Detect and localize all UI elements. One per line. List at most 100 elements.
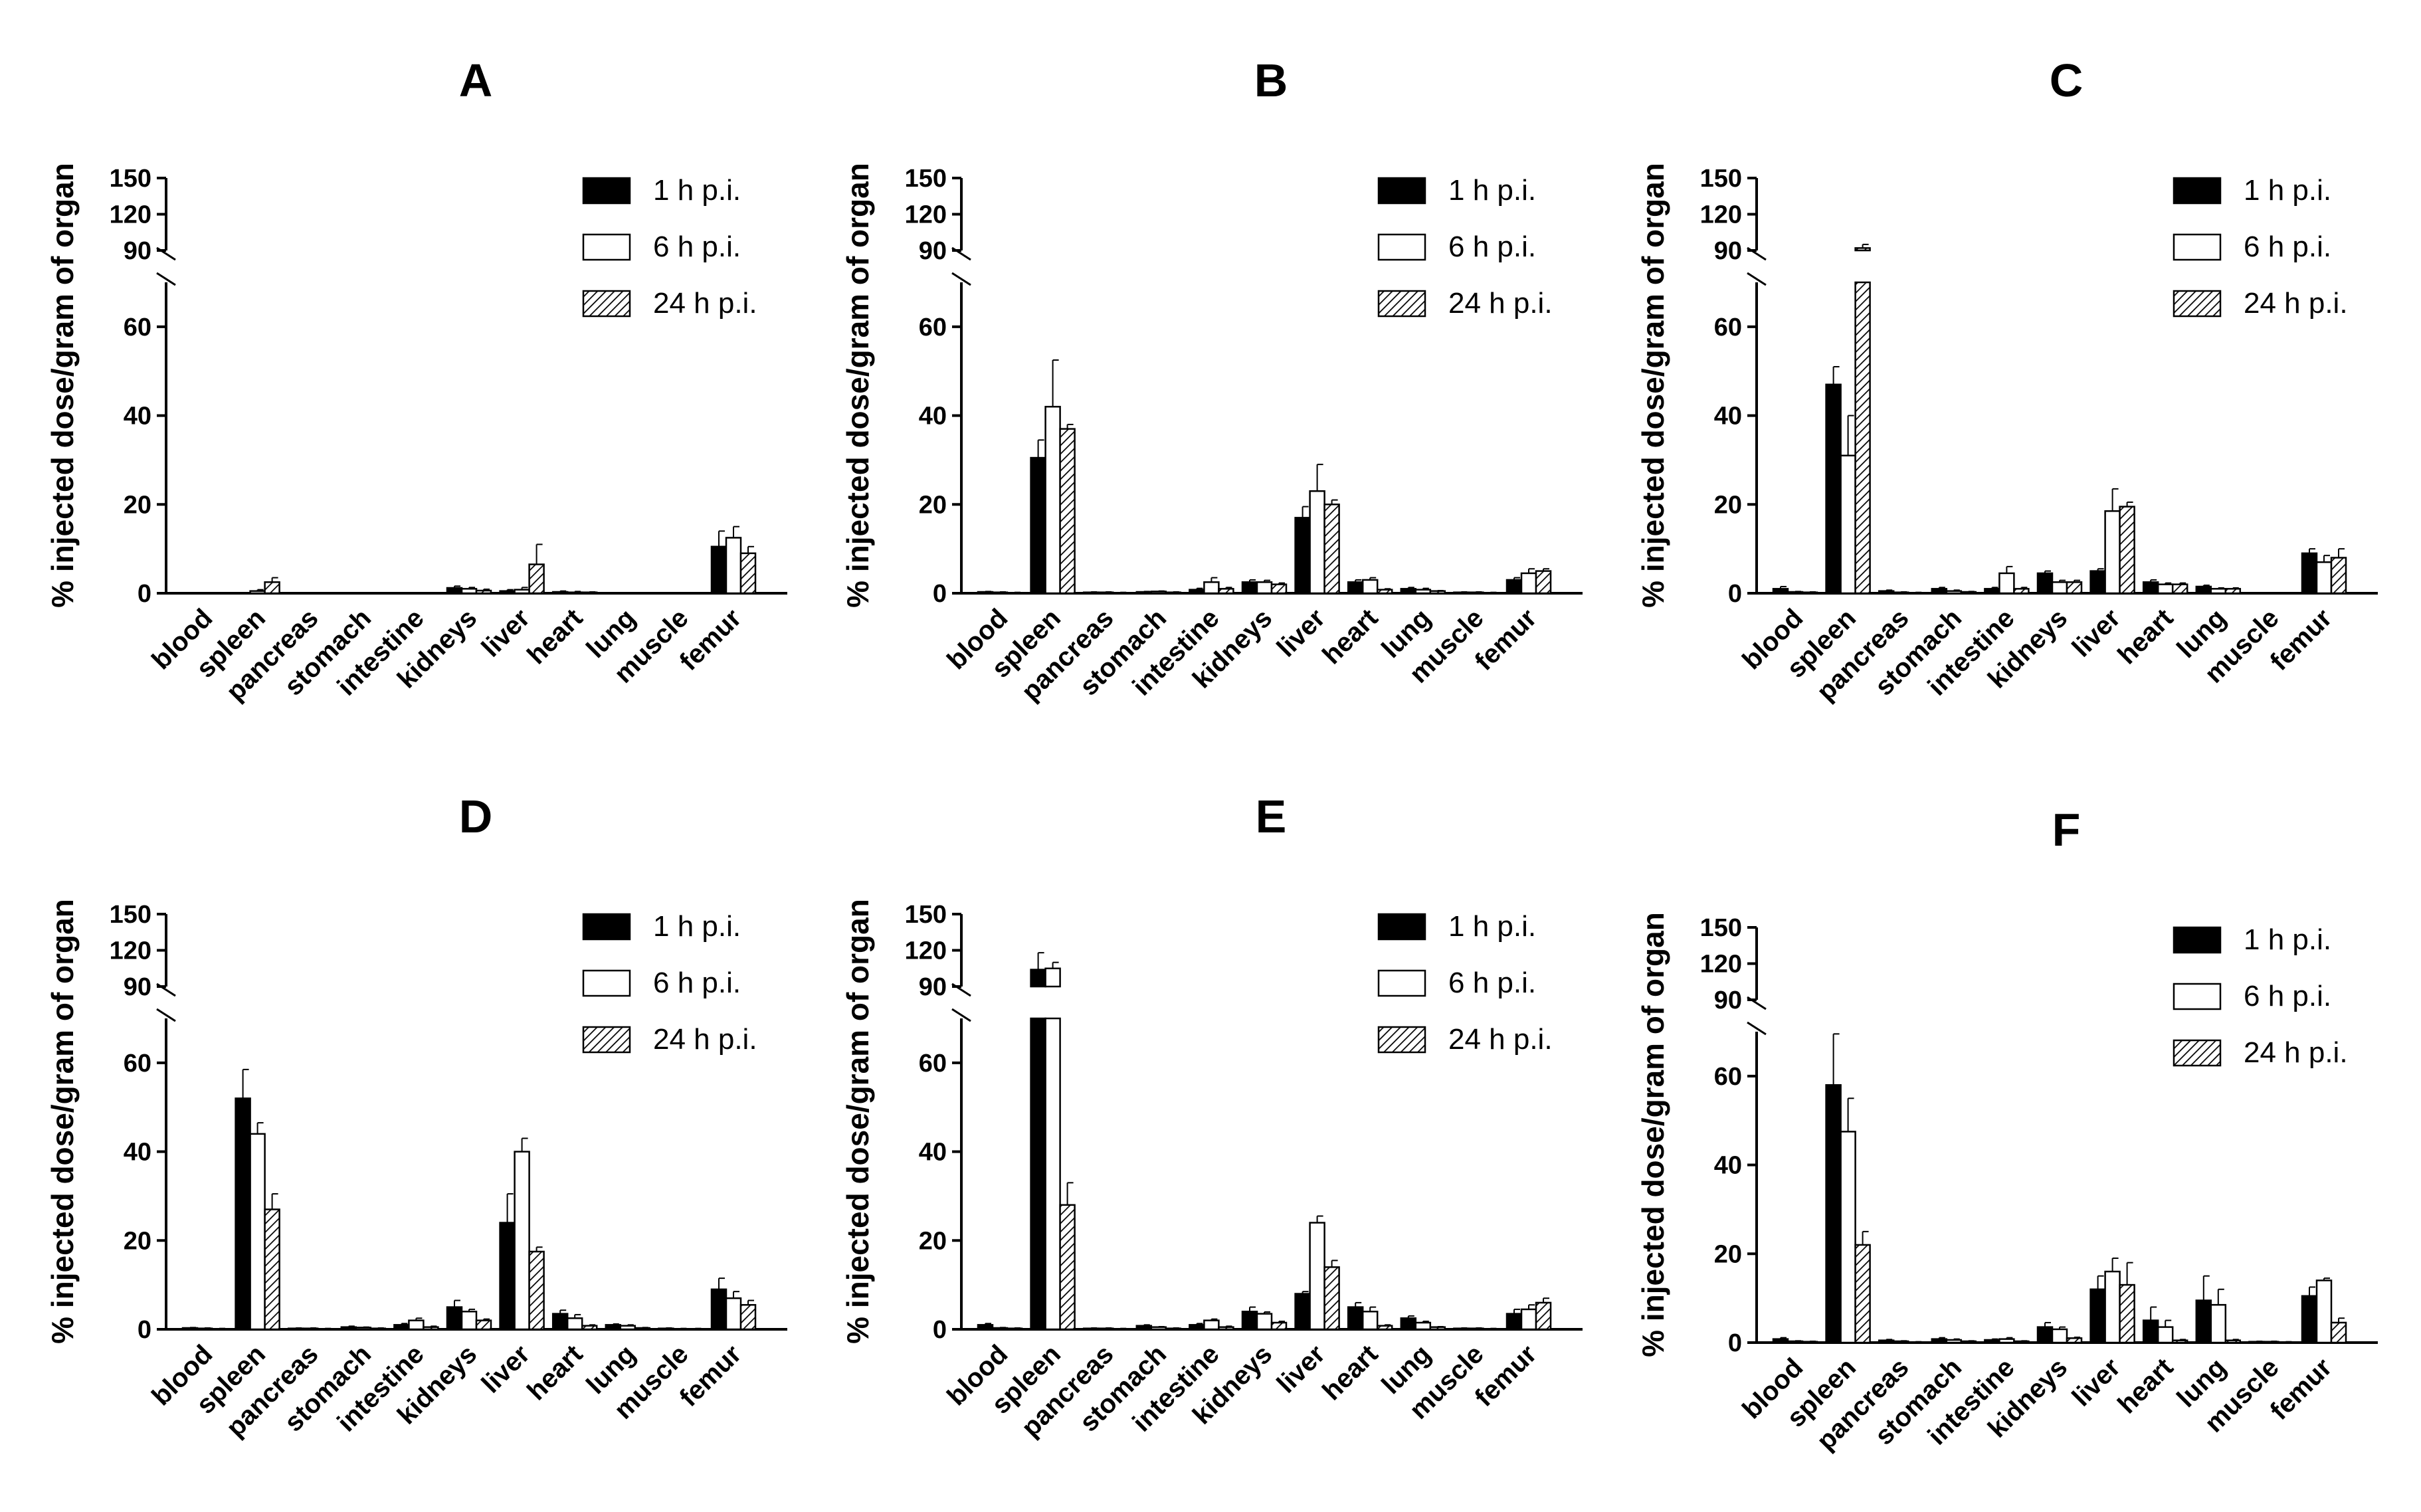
bar-heart-s0 (2142, 1319, 2159, 1344)
bar-upper-spleen-s1 (1044, 967, 1061, 988)
axis-break-mark (156, 1008, 176, 1022)
bar-stomach-s1 (1945, 1339, 1963, 1344)
y-axis-label: % injected dose/gram of organ (1636, 163, 1670, 608)
bar-pancreas-s0 (1878, 590, 1895, 595)
y-tick-label: 0 (1728, 580, 1742, 608)
y-tick-label: 90 (124, 237, 151, 265)
bar-spleen-s2 (1059, 1204, 1076, 1331)
bar-femur-s1 (725, 537, 742, 595)
panel-title: E (1256, 791, 1287, 842)
legend-swatch (582, 1026, 631, 1054)
bar-femur-s2 (739, 1303, 757, 1331)
bar-lung-s1 (619, 1325, 636, 1331)
bar-heart-s0 (1347, 1306, 1364, 1331)
panel-title: A (459, 54, 493, 106)
bar-femur-s2 (2330, 557, 2347, 595)
legend-swatch (1377, 177, 1426, 205)
legend-swatch (2173, 983, 2222, 1010)
legend-label: 24 h p.i. (2244, 1036, 2348, 1069)
bar-intestine-s0 (1189, 1324, 1205, 1331)
bar-heart-s1 (2157, 1326, 2174, 1344)
panel-title: F (2052, 804, 2081, 856)
y-tick-label: 120 (905, 201, 947, 229)
y-tick-label: 120 (110, 937, 151, 965)
bar-heart-s2 (2171, 1339, 2188, 1344)
y-tick-label: 20 (919, 1227, 947, 1255)
axis-break-mark (1747, 272, 1767, 286)
bar-heart-s2 (1376, 589, 1393, 595)
bar-liver-s2 (1323, 1266, 1340, 1331)
y-tick-label: 60 (1714, 1063, 1742, 1091)
bar-heart-s1 (1361, 1311, 1379, 1331)
bar-femur-s0 (2301, 552, 2318, 595)
y-tick-label: 40 (1714, 403, 1742, 430)
x-tick-label: heart (522, 1339, 588, 1406)
bar-intestine-s1 (1998, 572, 2015, 595)
bar-femur-s2 (739, 552, 757, 595)
legend-label: 1 h p.i. (2244, 174, 2331, 207)
axis-break-mark (156, 272, 176, 286)
legend-swatch (1377, 290, 1426, 318)
bar-kidneys-s1 (460, 588, 478, 595)
bar-spleen-s2 (264, 581, 280, 595)
bar-pancreas-s0 (1878, 1339, 1895, 1344)
y-tick-label: 60 (124, 1050, 151, 1078)
bar-blood-s0 (977, 1324, 994, 1331)
y-tick-label: 0 (933, 580, 947, 608)
y-tick-label: 20 (124, 1227, 151, 1255)
bar-spleen-s2 (1854, 1244, 1871, 1344)
legend-swatch (2173, 290, 2222, 318)
legend-swatch (1377, 233, 1426, 261)
legend-swatch (582, 913, 631, 941)
bar-liver-s0 (1294, 1293, 1311, 1331)
legend-swatch (582, 969, 631, 997)
bar-intestine-s1 (408, 1319, 425, 1331)
bar-liver-s0 (2089, 570, 2106, 595)
panel-a: A % injected dose/gram of organ 0 20 40 60 90 1… (45, 54, 787, 707)
bar-kidneys-s2 (1270, 1321, 1288, 1331)
bar-spleen-s1 (249, 1133, 266, 1331)
bar-spleen-s0 (1030, 456, 1046, 595)
bar-liver-s1 (2104, 510, 2121, 595)
y-tick-label: 120 (1700, 201, 1742, 229)
y-tick-label: 150 (905, 165, 947, 193)
bar-liver-s2 (2119, 506, 2135, 595)
legend-swatch (582, 233, 631, 261)
bar-heart-s1 (1361, 579, 1379, 595)
bar-heart-s2 (1376, 1325, 1393, 1331)
bar-stomach-s1 (1150, 591, 1167, 595)
bar-stomach-s0 (1931, 588, 1948, 595)
y-tick-label: 0 (138, 580, 151, 608)
bar-spleen-s1 (1840, 454, 1856, 595)
bar-femur-s1 (1520, 1308, 1537, 1331)
y-tick-label: 150 (110, 165, 151, 193)
bar-lung-s2 (2224, 588, 2242, 595)
axis-break-mark (1747, 1021, 1767, 1036)
bar-spleen-s2 (264, 1208, 280, 1331)
y-axis-label: % injected dose/gram of organ (840, 899, 875, 1344)
bar-lung-s1 (2210, 588, 2227, 595)
bar-femur-s0 (1505, 579, 1523, 595)
bar-spleen-s1 (249, 590, 266, 595)
bar-stomach-s0 (1931, 1338, 1948, 1344)
bar-intestine-s2 (1218, 1326, 1234, 1331)
bar-kidneys-s0 (446, 587, 463, 595)
bar-liver-s0 (1294, 517, 1311, 595)
bar-stomach-s0 (1135, 1325, 1153, 1331)
y-axis-label: % injected dose/gram of organ (840, 163, 875, 608)
bar-spleen-s1 (1840, 1131, 1856, 1344)
bar-blood-s0 (1772, 1338, 1789, 1344)
x-tick-label: femur (1470, 603, 1543, 676)
bar-liver-s1 (1309, 490, 1325, 595)
x-tick-label: heart (1317, 1339, 1383, 1406)
bar-femur-s1 (2315, 1279, 2333, 1344)
y-tick-label: 90 (1714, 987, 1742, 1014)
legend-label: 6 h p.i. (1448, 231, 1536, 263)
bar-upper-spleen-s0 (1030, 969, 1046, 988)
y-tick-label: 40 (124, 1139, 151, 1167)
x-tick-label: heart (1317, 603, 1383, 670)
bar-spleen-s0 (1825, 383, 1842, 595)
bar-intestine-s2 (423, 1326, 439, 1331)
bar-spleen-s2 (1059, 428, 1076, 595)
legend-label: 6 h p.i. (653, 231, 741, 263)
